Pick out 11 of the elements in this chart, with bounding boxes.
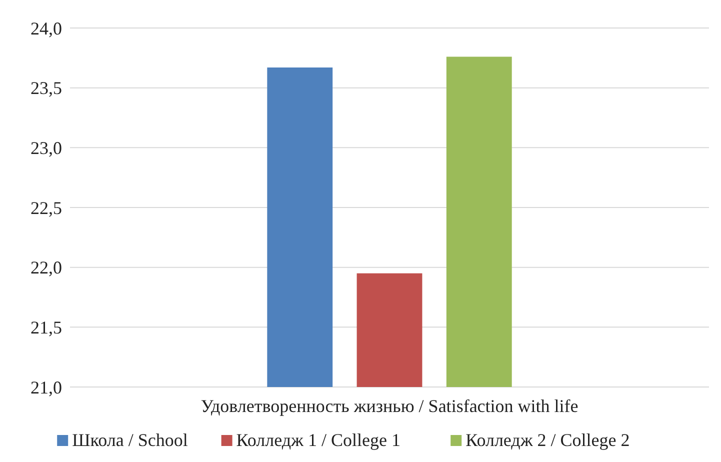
- y-tick-label: 23,0: [30, 138, 62, 158]
- y-tick-label: 22,0: [30, 258, 62, 278]
- legend-label: Колледж 1 / College 1: [236, 430, 400, 450]
- y-tick-label: 24,0: [30, 18, 62, 38]
- y-tick-label: 21,0: [30, 377, 62, 398]
- legend-label: Школа / School: [72, 430, 188, 450]
- legend-label: Колледж 2 / College 2: [466, 430, 630, 450]
- x-tick-label: Удовлетворенность жизнью / Satisfaction with life: [200, 396, 578, 416]
- y-tick-label: 21,5: [30, 317, 62, 338]
- y-tick-label: 22,5: [30, 198, 62, 218]
- y-tick-label: 23,5: [30, 78, 62, 98]
